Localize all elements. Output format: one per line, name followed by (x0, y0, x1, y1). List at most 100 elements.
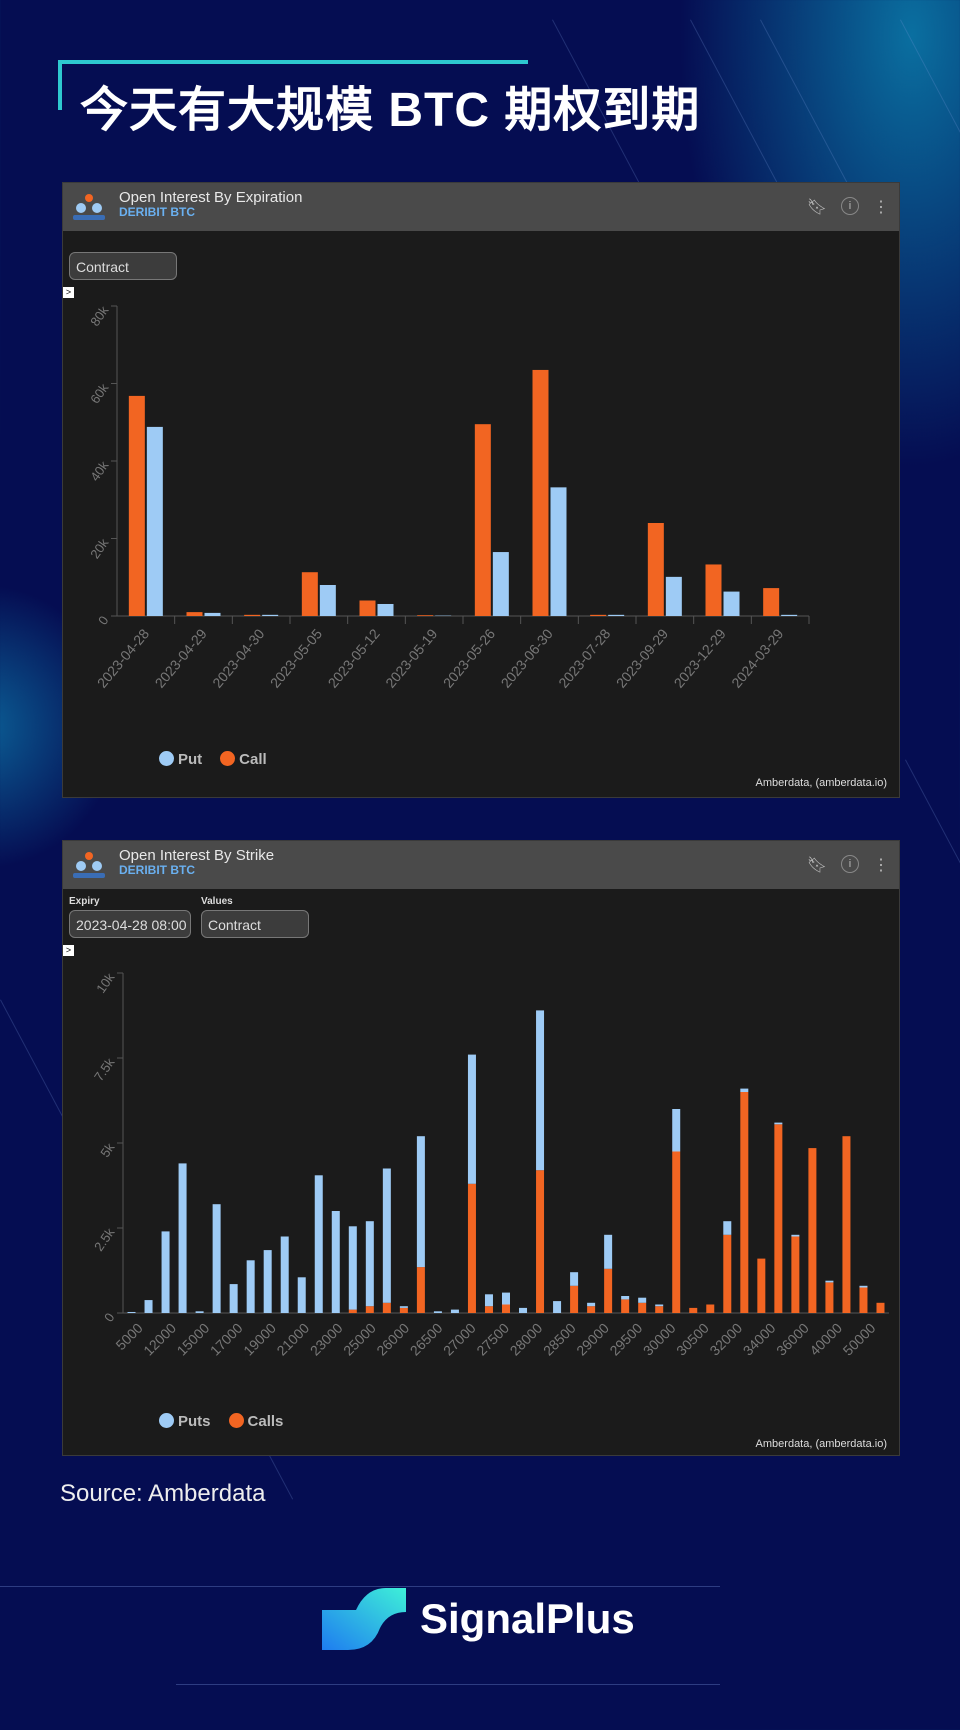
legend-item-call[interactable]: Call (220, 751, 267, 768)
credit-text: Amberdata, (amberdata.io) (755, 1438, 887, 1450)
calls-bar (791, 1236, 800, 1313)
x-tick-label: 2023-04-30 (209, 625, 267, 690)
puts-bar (791, 1234, 800, 1237)
put-bar (781, 614, 798, 616)
calls-bar (740, 1092, 749, 1313)
more-icon[interactable]: ⋮ (873, 199, 889, 216)
x-tick-label: 26000 (373, 1320, 412, 1359)
calls-bar (382, 1302, 391, 1313)
contract-select[interactable]: Contract (69, 252, 177, 280)
puts-bar (570, 1272, 579, 1286)
calls-bar (502, 1304, 510, 1313)
y-tick-label: 0 (95, 613, 111, 628)
x-tick-label: 2023-05-05 (267, 625, 325, 690)
x-tick-label: 29500 (606, 1320, 645, 1359)
calls-bar (689, 1307, 698, 1313)
call-bar (474, 424, 491, 616)
expiration-chart: 0 20k 40k 60k 80k 2023-04-28 2023-04-29 2023-04… (87, 303, 810, 691)
contract-select-value: Contract (76, 259, 129, 275)
calls-bar (825, 1282, 834, 1313)
header-icons: 🔖︎ i ⋮ (807, 197, 889, 217)
values-select-value: Contract (208, 917, 261, 933)
calls-bar (587, 1306, 596, 1313)
brand-logo: SignalPlus (322, 1588, 635, 1650)
put-bar (319, 585, 336, 616)
legend-item-put[interactable]: Put (159, 751, 202, 768)
amberdata-logo-icon (73, 194, 105, 220)
info-icon[interactable]: i (841, 855, 859, 873)
legend-item-calls[interactable]: Calls (228, 1413, 283, 1430)
calls-bar (416, 1267, 425, 1313)
brand-name: SignalPlus (420, 1595, 635, 1642)
panel-title: Open Interest By Expiration (119, 189, 303, 206)
call-bar (301, 572, 318, 616)
put-bar (146, 426, 163, 616)
put-bar (665, 576, 682, 616)
y-tick-label: 60k (87, 380, 112, 406)
puts-bar (399, 1306, 408, 1308)
bookmark-icon[interactable]: 🔖︎ (806, 199, 827, 216)
bg-line (905, 759, 960, 1025)
x-tick-label: 2023-09-29 (613, 625, 671, 690)
chart-legend: Put Call (159, 751, 267, 768)
put-bar (723, 591, 740, 616)
puts-bar (740, 1088, 749, 1092)
x-tick-label: 50000 (840, 1320, 879, 1359)
x-tick-label: 15000 (174, 1320, 213, 1359)
amberdata-logo-icon (73, 852, 105, 878)
put-bar (262, 614, 279, 616)
call-bar (532, 369, 549, 616)
bookmark-icon[interactable]: 🔖︎ (806, 857, 827, 874)
puts-bar (195, 1311, 204, 1313)
x-tick-label: 19000 (240, 1320, 279, 1359)
page-title: 今天有大规模 BTC 期权到期 (80, 84, 701, 137)
expiry-select[interactable]: 2023-04-28 08:00 (69, 910, 191, 938)
puts-bar (484, 1294, 493, 1307)
puts-bar (331, 1211, 340, 1313)
panel-subtitle: DERIBIT BTC (119, 863, 195, 877)
call-bar (763, 588, 780, 616)
y-tick-label: 20k (87, 535, 112, 561)
x-tick-label: 2023-05-12 (325, 625, 383, 690)
call-bar (244, 614, 261, 616)
x-tick-label: 28500 (540, 1320, 579, 1359)
x-tick-label: 2023-05-19 (382, 625, 440, 690)
put-bar (377, 603, 394, 616)
x-tick-label: 34000 (740, 1320, 779, 1359)
chart-legend: Puts Calls (159, 1413, 283, 1430)
legend-label: Put (178, 751, 203, 768)
expand-toggle[interactable]: > (63, 945, 74, 956)
calls-bar (723, 1234, 732, 1313)
calls-bar (876, 1302, 885, 1313)
source-text: Source: Amberdata (60, 1480, 266, 1507)
puts-bar (467, 1054, 476, 1184)
puts-bar (416, 1136, 425, 1268)
call-bar (590, 614, 607, 616)
put-bar (550, 487, 567, 616)
puts-bar (382, 1168, 391, 1303)
panel-header: Open Interest By Strike DERIBIT BTC 🔖︎ i… (63, 841, 899, 889)
expiry-label: Expiry (69, 896, 100, 907)
y-tick-label: 10k (93, 970, 118, 996)
calls-bar (672, 1151, 681, 1313)
puts-bar (859, 1285, 868, 1288)
strike-chart: 02.5k5k7.5k10k50001200015000170001900021… (91, 970, 889, 1359)
put-bar (492, 552, 509, 616)
puts-bar (774, 1122, 783, 1125)
x-tick-label: 2023-12-29 (671, 625, 729, 690)
info-icon[interactable]: i (841, 197, 859, 215)
more-icon[interactable]: ⋮ (873, 857, 889, 874)
puts-bar (502, 1292, 510, 1305)
x-tick-label: 36000 (773, 1320, 812, 1359)
calls-bar (570, 1285, 579, 1313)
puts-bar (723, 1221, 732, 1235)
puts-bar (297, 1277, 306, 1313)
put-bar (204, 612, 221, 616)
x-tick-label: 2023-06-30 (498, 625, 556, 690)
legend-item-puts[interactable]: Puts (159, 1413, 211, 1430)
values-select[interactable]: Contract (201, 910, 309, 938)
puts-bar (825, 1280, 834, 1283)
calls-bar (638, 1302, 647, 1313)
expand-toggle[interactable]: > (63, 287, 74, 298)
strike-panel: Open Interest By Strike DERIBIT BTC 🔖︎ i… (62, 840, 900, 1456)
